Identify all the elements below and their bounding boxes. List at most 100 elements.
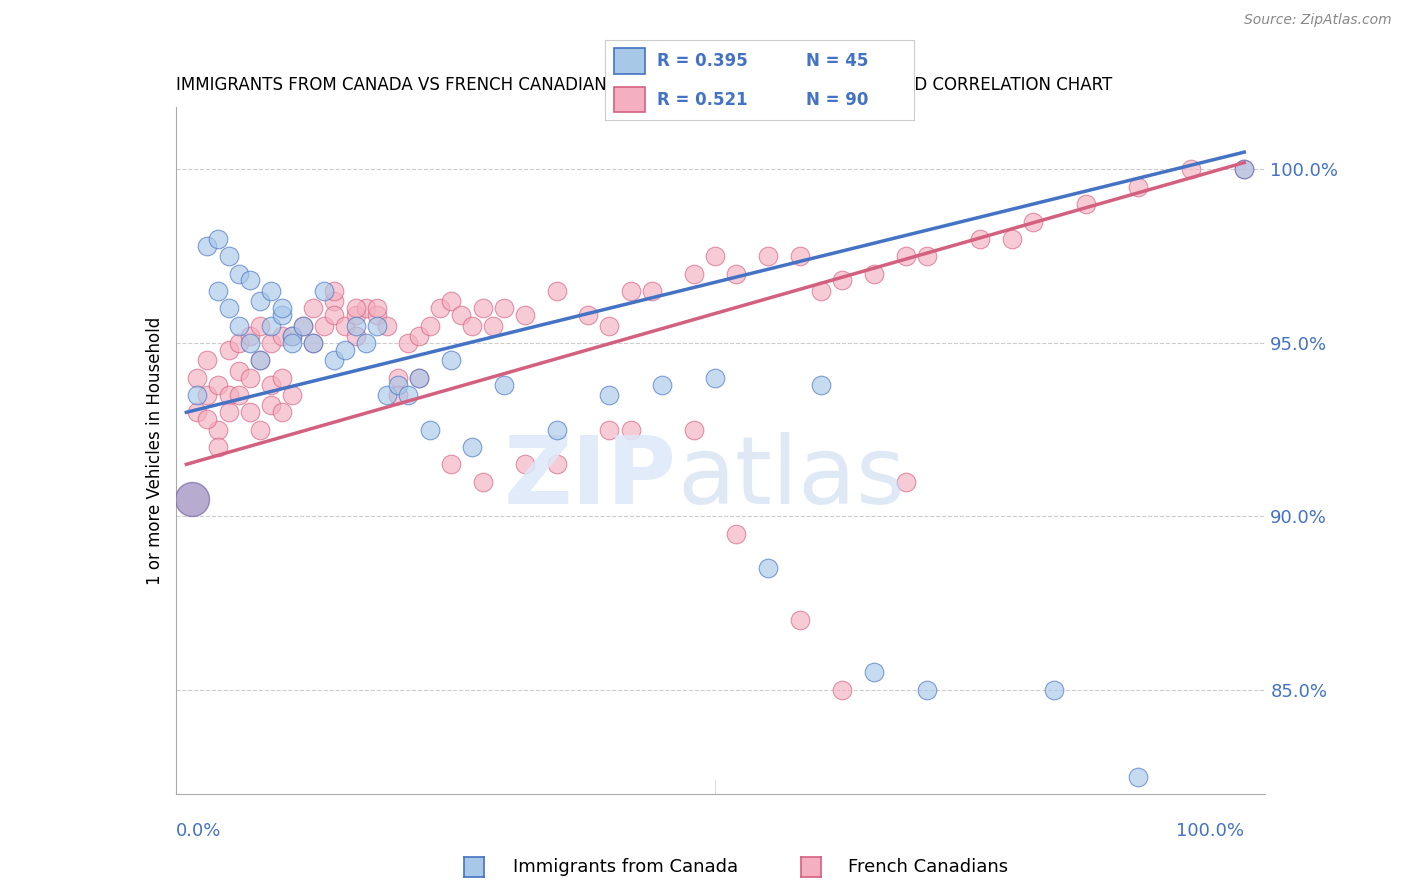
- Point: [186, 388, 208, 402]
- Point: [461, 440, 484, 454]
- Point: [440, 458, 463, 472]
- Point: [387, 377, 409, 392]
- FancyBboxPatch shape: [614, 87, 645, 112]
- Point: [471, 475, 494, 489]
- Point: [546, 458, 568, 472]
- Point: [333, 343, 356, 357]
- Point: [1233, 162, 1256, 177]
- Point: [492, 301, 515, 316]
- Point: [810, 377, 832, 392]
- Text: Source: ZipAtlas.com: Source: ZipAtlas.com: [1244, 13, 1392, 28]
- Point: [398, 335, 420, 350]
- Point: [207, 440, 229, 454]
- Point: [366, 301, 388, 316]
- Point: [440, 294, 463, 309]
- Point: [461, 318, 484, 333]
- Point: [725, 526, 748, 541]
- Point: [239, 405, 262, 419]
- Point: [228, 364, 250, 378]
- Point: [291, 318, 314, 333]
- Point: [704, 249, 727, 263]
- Point: [302, 335, 325, 350]
- Point: [1074, 197, 1097, 211]
- Point: [249, 353, 271, 368]
- Point: [270, 329, 292, 343]
- Point: [344, 301, 367, 316]
- Text: ZIP: ZIP: [505, 432, 678, 524]
- Point: [207, 377, 229, 392]
- Text: atlas: atlas: [678, 432, 905, 524]
- Point: [260, 335, 283, 350]
- Text: N = 90: N = 90: [806, 91, 868, 109]
- Point: [218, 301, 240, 316]
- Point: [270, 301, 292, 316]
- Point: [197, 239, 219, 253]
- Point: [513, 308, 536, 322]
- Point: [725, 267, 748, 281]
- Point: [375, 318, 398, 333]
- Y-axis label: 1 or more Vehicles in Household: 1 or more Vehicles in Household: [146, 317, 165, 584]
- Text: R = 0.395: R = 0.395: [657, 52, 748, 70]
- Point: [228, 388, 250, 402]
- Point: [228, 335, 250, 350]
- Point: [186, 405, 208, 419]
- Point: [387, 370, 409, 384]
- Point: [620, 284, 643, 298]
- Text: N = 45: N = 45: [806, 52, 868, 70]
- Point: [915, 682, 938, 697]
- Point: [344, 329, 367, 343]
- Point: [756, 249, 779, 263]
- Point: [1021, 214, 1043, 228]
- Point: [180, 491, 202, 506]
- Point: [576, 308, 599, 322]
- Point: [197, 353, 219, 368]
- Point: [366, 308, 388, 322]
- Point: [281, 329, 304, 343]
- Point: [197, 388, 219, 402]
- Point: [312, 284, 335, 298]
- Point: [249, 353, 271, 368]
- Point: [228, 267, 250, 281]
- Point: [440, 353, 463, 368]
- Point: [471, 301, 494, 316]
- Point: [291, 318, 314, 333]
- Point: [218, 249, 240, 263]
- Text: IMMIGRANTS FROM CANADA VS FRENCH CANADIAN 1 OR MORE VEHICLES IN HOUSEHOLD CORREL: IMMIGRANTS FROM CANADA VS FRENCH CANADIA…: [176, 77, 1112, 95]
- Point: [831, 682, 853, 697]
- Point: [281, 329, 304, 343]
- Point: [207, 284, 229, 298]
- Point: [323, 284, 346, 298]
- Point: [831, 273, 853, 287]
- Point: [915, 249, 938, 263]
- Text: R = 0.521: R = 0.521: [657, 91, 748, 109]
- Point: [683, 423, 706, 437]
- Text: 100.0%: 100.0%: [1177, 822, 1244, 839]
- Point: [207, 232, 229, 246]
- Point: [344, 318, 367, 333]
- Point: [260, 318, 283, 333]
- Point: [239, 273, 262, 287]
- Point: [641, 284, 664, 298]
- Point: [419, 423, 441, 437]
- Point: [598, 423, 620, 437]
- Point: [894, 475, 917, 489]
- Point: [651, 377, 673, 392]
- Point: [1128, 179, 1150, 194]
- Point: [281, 388, 304, 402]
- Point: [270, 405, 292, 419]
- Point: [239, 329, 262, 343]
- Point: [186, 370, 208, 384]
- Point: [513, 458, 536, 472]
- Point: [482, 318, 505, 333]
- Point: [704, 370, 727, 384]
- Point: [546, 423, 568, 437]
- Point: [398, 388, 420, 402]
- Point: [863, 267, 886, 281]
- Point: [344, 308, 367, 322]
- Point: [302, 301, 325, 316]
- Point: [239, 335, 262, 350]
- Point: [323, 353, 346, 368]
- Point: [1000, 232, 1022, 246]
- Point: [239, 370, 262, 384]
- Point: [1180, 162, 1202, 177]
